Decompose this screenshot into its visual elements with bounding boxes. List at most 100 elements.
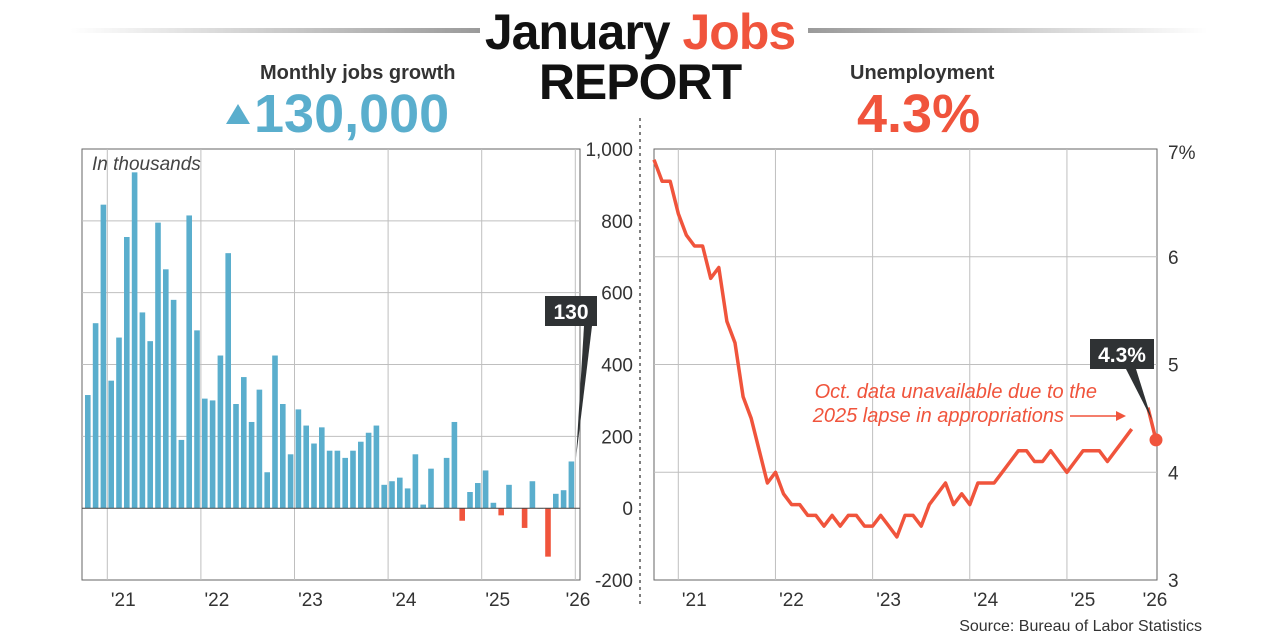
units-note: In thousands xyxy=(92,154,201,175)
jobs-x-tick-label: '25 xyxy=(485,590,510,611)
jobs-bar xyxy=(358,441,364,509)
jobs-bar xyxy=(490,502,497,509)
unemployment-series-line xyxy=(652,159,1134,539)
jobs-bar xyxy=(202,398,208,509)
jobs-bar xyxy=(545,508,551,557)
jobs-bar xyxy=(381,484,387,509)
up-triangle-icon xyxy=(226,104,250,124)
jobs-x-tick-label: '21 xyxy=(111,590,136,611)
jobs-bar xyxy=(264,472,270,509)
page-title: January Jobs xyxy=(0,4,1280,60)
source-note: Source: Bureau of Labor Statistics xyxy=(959,618,1202,635)
jobs-x-tick-label: '23 xyxy=(298,590,323,611)
jobs-bar xyxy=(233,404,239,509)
unemployment-x-tick-label: '23 xyxy=(876,590,901,611)
jobs-bar xyxy=(467,492,473,509)
unemployment-callout-pointer xyxy=(1126,369,1152,420)
jobs-bar xyxy=(506,484,512,509)
jobs-bar xyxy=(475,483,481,509)
jobs-y-tick-label: 400 xyxy=(601,356,633,377)
title-part2: Jobs xyxy=(682,4,796,60)
jobs-bar xyxy=(342,457,348,509)
unemployment-callout-box xyxy=(1090,339,1154,369)
jobs-bar xyxy=(217,355,224,509)
jobs-bar xyxy=(85,395,91,509)
jobs-subtitle: Monthly jobs growth xyxy=(260,62,456,84)
unemployment-y-axis: 3 4 5 6 7% xyxy=(1168,143,1196,592)
jobs-bar xyxy=(139,312,146,509)
jobs-bar xyxy=(295,409,302,509)
jobs-bar xyxy=(482,470,489,509)
title-rule-left xyxy=(70,28,480,33)
jobs-bar xyxy=(334,450,341,509)
jobs-bar xyxy=(397,477,403,509)
jobs-callout-pointer xyxy=(576,326,592,458)
jobs-bar xyxy=(560,490,567,509)
jobs-bar xyxy=(443,457,450,509)
jobs-bar xyxy=(319,427,325,509)
unemployment-subtitle: Unemployment xyxy=(850,62,995,84)
jobs-bar xyxy=(428,468,434,509)
annotation: Oct. data unavailable due to the 2025 la… xyxy=(812,381,1126,427)
jobs-bar xyxy=(124,236,130,509)
jobs-bar xyxy=(163,269,169,509)
unemployment-y-tick-label: 7% xyxy=(1168,143,1196,164)
unemployment-callout: 4.3% xyxy=(1090,339,1154,420)
jobs-bar xyxy=(178,439,185,509)
jobs-bar xyxy=(326,450,333,509)
jobs-bar xyxy=(100,204,107,509)
unemployment-headline: 4.3% xyxy=(857,84,981,144)
jobs-bar xyxy=(529,481,536,509)
unemployment-last-point xyxy=(1149,433,1163,447)
unemployment-callout-label: 4.3% xyxy=(1098,344,1146,367)
jobs-callout: 130 xyxy=(545,296,597,458)
annotation-line1: Oct. data unavailable due to the xyxy=(815,381,1097,403)
jobs-x-tick-label: '22 xyxy=(205,590,230,611)
jobs-bar xyxy=(92,323,99,509)
unemployment-line xyxy=(652,159,1163,539)
jobs-bar xyxy=(170,299,177,509)
jobs-x-axis: '21 '22 '23 '24 '25 '26 xyxy=(111,590,590,611)
jobs-bar xyxy=(420,504,426,509)
jobs-bar xyxy=(521,508,528,528)
jobs-y-tick-label: 800 xyxy=(601,212,633,233)
annotation-line2: 2025 lapse in appropriations xyxy=(812,405,1064,427)
jobs-bar xyxy=(412,454,419,509)
jobs-bar xyxy=(350,450,356,509)
unemployment-x-tick-label: '21 xyxy=(682,590,707,611)
jobs-bar xyxy=(155,222,161,509)
unemployment-x-tick-label: '22 xyxy=(779,590,804,611)
jobs-bar xyxy=(256,389,263,509)
jobs-y-axis: -200 0 200 400 600 800 1,000 xyxy=(585,140,633,592)
jobs-bar xyxy=(108,380,114,509)
jobs-bar xyxy=(186,215,192,509)
jobs-bar xyxy=(553,493,559,509)
unemployment-x-tick-label: '24 xyxy=(973,590,998,611)
jobs-bar xyxy=(241,377,247,509)
jobs-bars xyxy=(85,172,575,557)
unemployment-y-tick-label: 4 xyxy=(1168,463,1179,484)
jobs-bar xyxy=(194,330,200,509)
unemployment-y-tick-label: 3 xyxy=(1168,571,1179,592)
jobs-y-tick-label: 1,000 xyxy=(585,140,633,161)
jobs-bar xyxy=(209,400,216,509)
jobs-bar xyxy=(498,508,504,516)
jobs-bar xyxy=(568,461,575,509)
jobs-headline: 130,000 xyxy=(254,84,450,144)
jobs-bar xyxy=(280,404,286,509)
jobs-bar xyxy=(287,454,294,509)
jobs-bar xyxy=(131,172,138,509)
unemployment-x-tick-label: '26 xyxy=(1143,590,1168,611)
jobs-x-tick-label: '24 xyxy=(392,590,417,611)
annotation-arrowhead xyxy=(1116,411,1126,421)
jobs-callout-label: 130 xyxy=(553,301,588,324)
jobs-bar xyxy=(272,355,278,509)
jobs-y-tick-label: 0 xyxy=(622,499,633,520)
jobs-bar xyxy=(389,481,395,509)
jobs-y-tick-label: 600 xyxy=(601,284,633,305)
jobs-y-tick-label: 200 xyxy=(601,427,633,448)
unemployment-x-axis: '21 '22 '23 '24 '25 '26 xyxy=(682,590,1167,611)
jobs-bar xyxy=(404,488,411,509)
